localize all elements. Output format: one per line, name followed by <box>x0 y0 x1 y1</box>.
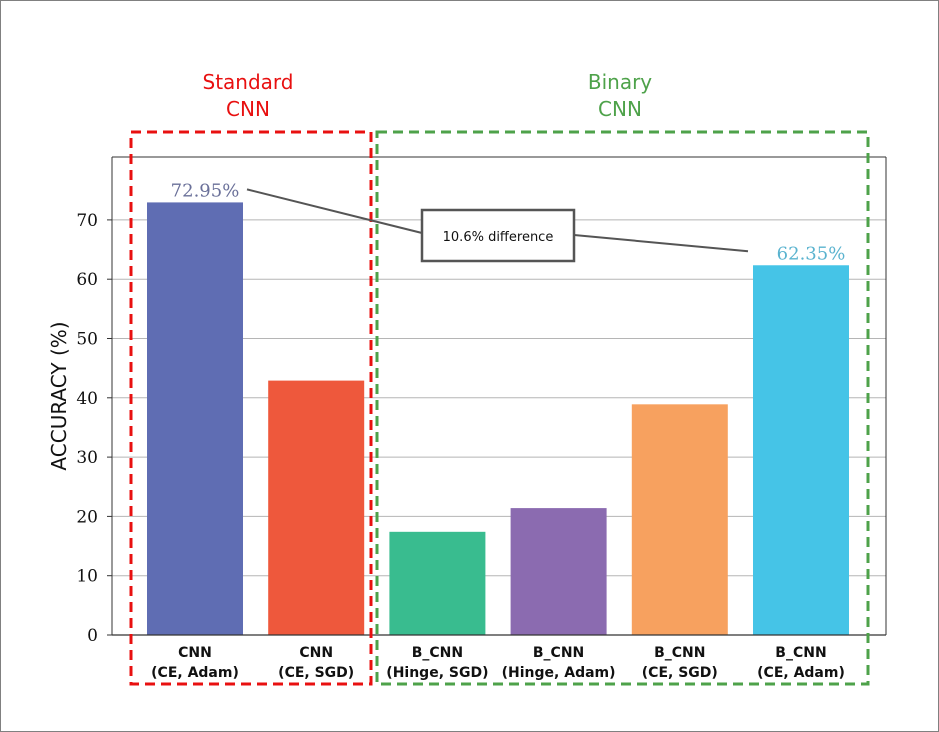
x-tick-label: (Hinge, SGD) <box>386 665 488 681</box>
group-boxes: Standard CNN Binary CNN <box>129 70 870 686</box>
data-labels: 72.95% 62.35% <box>171 180 846 264</box>
data-label: 62.35% <box>777 243 846 264</box>
group-box <box>129 130 373 686</box>
y-tick-label: 0 <box>87 626 98 646</box>
x-tick-label: (Hinge, Adam) <box>502 665 616 681</box>
x-tick-labels: CNN (CE, Adam) CNN (CE, SGD) B_CNN (Hinge, SG… <box>151 645 845 681</box>
x-tick-label: B_CNN <box>533 645 584 661</box>
y-tick-labels: 0 10 20 30 40 50 60 70 <box>76 211 98 646</box>
y-tick-label: 30 <box>76 448 98 468</box>
data-label: 72.95% <box>171 180 240 201</box>
annotation-connector <box>573 234 749 253</box>
x-tick-label: B_CNN <box>775 645 826 661</box>
x-tick-label: (CE, SGD) <box>278 665 354 681</box>
x-tick-label: CNN <box>299 645 333 661</box>
bar <box>631 404 728 635</box>
bars <box>147 202 849 635</box>
group-label: CNN <box>226 97 270 121</box>
y-axis-label: ACCURACY (%) <box>47 321 71 470</box>
group-box <box>375 130 870 686</box>
bar <box>510 508 607 635</box>
y-tick-label: 20 <box>76 507 98 527</box>
y-tick-label: 60 <box>76 270 98 290</box>
group-label: Binary <box>588 70 652 94</box>
x-tick-label: B_CNN <box>654 645 705 661</box>
x-tick-label: B_CNN <box>412 645 463 661</box>
x-tick-label: CNN <box>178 645 212 661</box>
y-tick-label: 40 <box>76 389 98 409</box>
group-label: Standard <box>203 70 294 94</box>
y-tick-label: 10 <box>76 567 98 587</box>
bar <box>753 265 849 635</box>
x-tick-label: (CE, SGD) <box>642 665 718 681</box>
bar <box>389 531 486 635</box>
y-tick-label: 70 <box>76 211 98 231</box>
annotation-connector <box>246 188 423 234</box>
x-tick-label: (CE, Adam) <box>757 665 845 681</box>
group-label: CNN <box>598 97 642 121</box>
bar <box>147 202 243 635</box>
axes <box>111 156 887 636</box>
annotation-box <box>420 208 576 263</box>
annotation-text: 10.6% difference <box>443 230 554 245</box>
bar <box>268 380 365 635</box>
x-tick-label: (CE, Adam) <box>151 665 239 681</box>
y-tick-label: 50 <box>76 330 98 350</box>
difference-annotation: 10.6% difference <box>246 188 749 263</box>
